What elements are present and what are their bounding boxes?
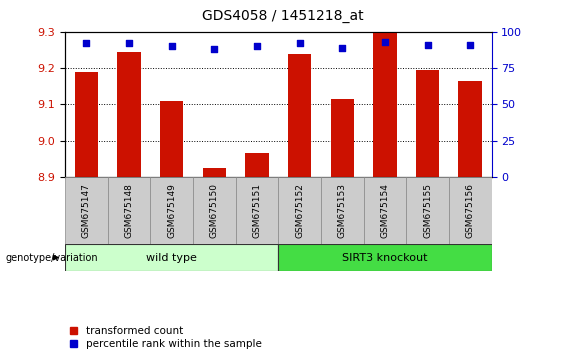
- Bar: [373, 32, 397, 177]
- Text: wild type: wild type: [146, 252, 197, 263]
- Bar: [245, 153, 269, 177]
- Text: GSM675149: GSM675149: [167, 183, 176, 238]
- Bar: [406, 177, 449, 244]
- Bar: [65, 244, 278, 271]
- Text: GSM675148: GSM675148: [124, 183, 133, 238]
- Bar: [75, 72, 98, 177]
- Text: GSM675151: GSM675151: [253, 183, 262, 238]
- Bar: [449, 177, 492, 244]
- Bar: [117, 52, 141, 177]
- Bar: [107, 177, 150, 244]
- Bar: [364, 177, 406, 244]
- Point: [295, 41, 304, 46]
- Bar: [458, 81, 482, 177]
- Bar: [160, 101, 184, 177]
- Bar: [193, 177, 236, 244]
- Point: [466, 42, 475, 48]
- Point: [210, 46, 219, 52]
- Text: GDS4058 / 1451218_at: GDS4058 / 1451218_at: [202, 9, 363, 23]
- Bar: [288, 54, 311, 177]
- Point: [423, 42, 432, 48]
- Bar: [279, 177, 321, 244]
- Text: SIRT3 knockout: SIRT3 knockout: [342, 252, 428, 263]
- Text: GSM675153: GSM675153: [338, 183, 347, 238]
- Text: GSM675156: GSM675156: [466, 183, 475, 238]
- Bar: [202, 168, 226, 177]
- Legend: transformed count, percentile rank within the sample: transformed count, percentile rank withi…: [70, 326, 262, 349]
- Text: GSM675152: GSM675152: [295, 183, 304, 238]
- Text: GSM675150: GSM675150: [210, 183, 219, 238]
- Bar: [150, 177, 193, 244]
- Point: [380, 39, 389, 45]
- Bar: [321, 177, 364, 244]
- Point: [82, 41, 91, 46]
- Text: GSM675154: GSM675154: [380, 183, 389, 238]
- Text: GSM675147: GSM675147: [82, 183, 91, 238]
- Bar: [416, 70, 440, 177]
- Bar: [279, 244, 492, 271]
- Bar: [65, 177, 107, 244]
- Point: [167, 44, 176, 49]
- Bar: [331, 99, 354, 177]
- Bar: [236, 177, 278, 244]
- Text: GSM675155: GSM675155: [423, 183, 432, 238]
- Point: [338, 45, 347, 51]
- Text: genotype/variation: genotype/variation: [6, 252, 98, 263]
- Point: [253, 44, 262, 49]
- Point: [124, 41, 133, 46]
